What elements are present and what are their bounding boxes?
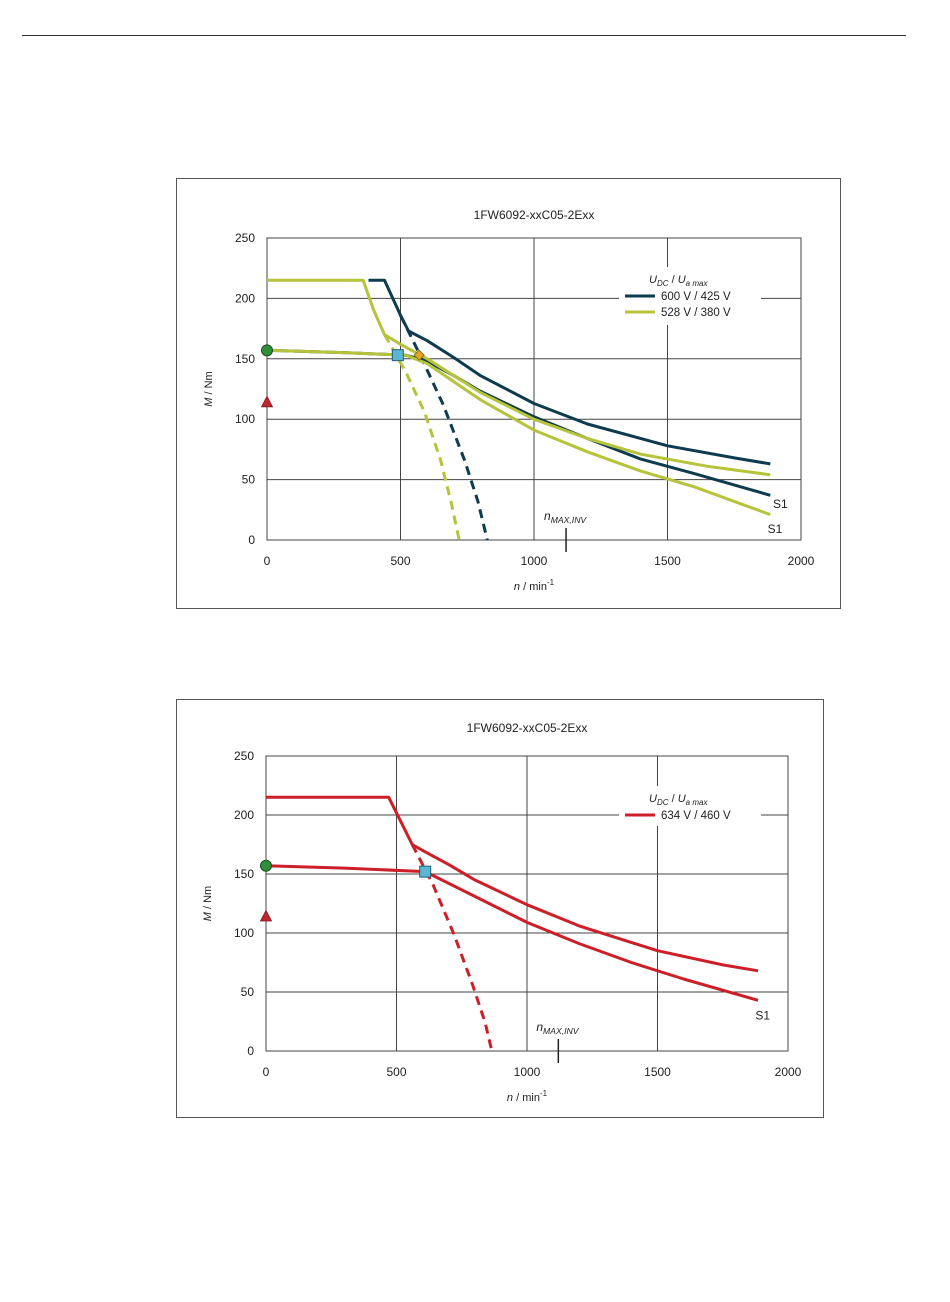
y-axis-label: M / Nm xyxy=(203,371,215,406)
torque-speed-chart-1: 1FW6092-xxC05-2Exx 0 500 1000 1500 2000 0 50 100… xyxy=(203,208,815,593)
x-tick-label: 1500 xyxy=(644,1065,671,1079)
x-tick-label: 1000 xyxy=(521,554,548,568)
series-line xyxy=(368,278,771,466)
series-line xyxy=(266,348,771,517)
x-tick-label: 2000 xyxy=(788,554,815,568)
y-tick-label: 200 xyxy=(235,291,255,305)
nmax-label: nMAX,INV xyxy=(536,1020,579,1036)
x-axis-label: n / min-1 xyxy=(514,578,555,593)
y-axis-label: M / Nm xyxy=(202,886,214,921)
y-tick-label: 50 xyxy=(242,473,256,487)
x-tick-label: 0 xyxy=(264,554,271,568)
chart-title: 1FW6092-xxC05-2Exx xyxy=(474,208,595,222)
legend-header: UDC / Ua max xyxy=(649,793,708,807)
x-tick-label: 0 xyxy=(263,1065,270,1079)
x-tick-label: 1000 xyxy=(514,1065,541,1079)
series-line-dashed xyxy=(410,843,494,1052)
y-tick-label: 150 xyxy=(234,867,254,881)
marker-circle xyxy=(261,344,273,357)
chart-panel-1: 1FW6092-xxC05-2Exx 0 500 1000 1500 2000 0 50 100… xyxy=(176,178,841,609)
marker-diamond xyxy=(413,349,425,361)
legend-label: 600 V / 425 V xyxy=(661,291,731,303)
legend-header: UDC / Ua max xyxy=(649,274,708,288)
curve-annotation: S1 xyxy=(773,497,788,511)
y-tick-label: 50 xyxy=(241,985,255,999)
series-line xyxy=(267,278,771,477)
y-tick-label: 100 xyxy=(235,412,255,426)
marker-triangle xyxy=(260,395,274,408)
torque-speed-chart-2: 1FW6092-xxC05-2Exx 0 500 1000 1500 2000 0 50 100… xyxy=(202,721,802,1104)
chart-title: 1FW6092-xxC05-2Exx xyxy=(467,721,588,735)
series-line xyxy=(266,795,759,973)
series-line-dashed xyxy=(399,314,489,541)
chart-panel-2: 1FW6092-xxC05-2Exx 0 500 1000 1500 2000 0 50 100… xyxy=(176,699,824,1118)
series-line-dashed xyxy=(383,333,461,541)
x-tick-label: 2000 xyxy=(775,1065,802,1079)
x-axis-label: n / min-1 xyxy=(507,1089,548,1104)
marker-square xyxy=(419,865,432,878)
y-tick-label: 200 xyxy=(234,808,254,822)
y-tick-label: 0 xyxy=(247,1044,254,1058)
marker-triangle xyxy=(259,909,273,922)
x-tick-label: 500 xyxy=(386,1065,406,1079)
y-tick-label: 0 xyxy=(248,533,255,547)
legend-label: 528 V / 380 V xyxy=(661,307,731,319)
legend-box xyxy=(619,786,761,826)
y-tick-label: 250 xyxy=(234,749,254,763)
marker-circle xyxy=(260,859,272,872)
header-rule xyxy=(22,35,906,36)
y-tick-label: 100 xyxy=(234,926,254,940)
nmax-label: nMAX,INV xyxy=(544,509,587,525)
y-tick-label: 150 xyxy=(235,352,255,366)
series-line xyxy=(265,864,759,1002)
y-tick-label: 250 xyxy=(235,231,255,245)
curve-annotation: S1 xyxy=(768,522,783,536)
x-tick-label: 500 xyxy=(390,554,410,568)
legend-label: 634 V / 460 V xyxy=(661,810,731,822)
x-tick-label: 1500 xyxy=(654,554,681,568)
marker-square xyxy=(391,349,404,362)
curve-annotation: S1 xyxy=(755,1009,770,1023)
